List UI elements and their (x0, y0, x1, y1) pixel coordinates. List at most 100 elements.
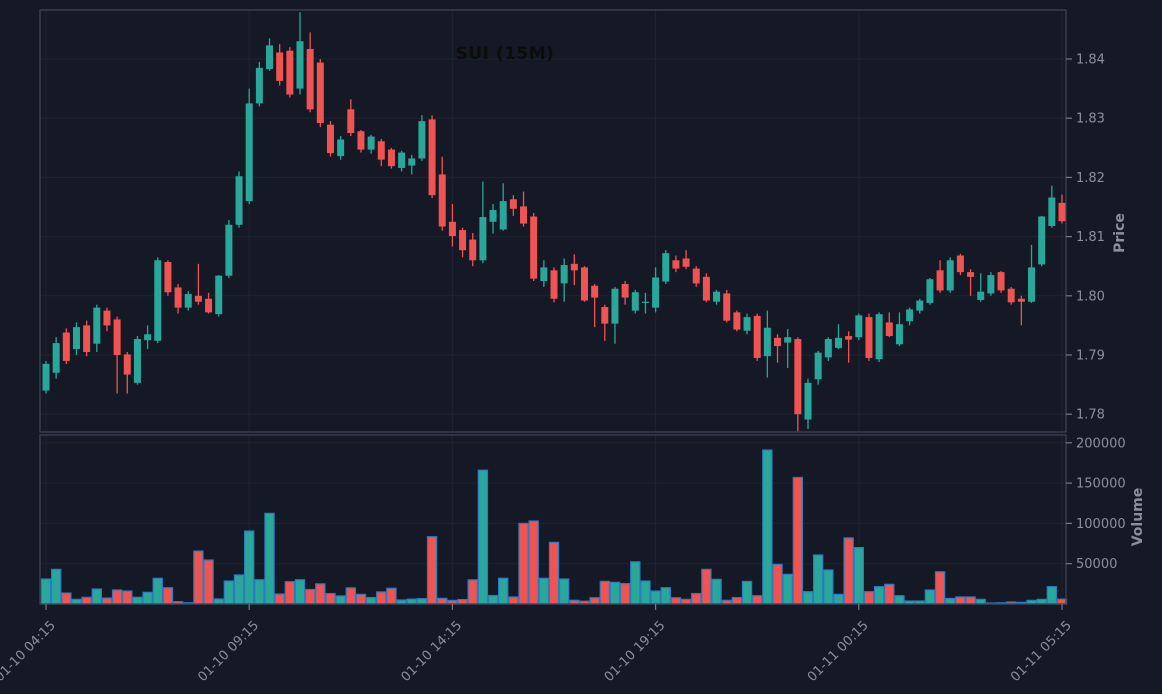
candle-body (682, 258, 690, 267)
candle-body (956, 255, 964, 273)
candle-body (855, 315, 863, 338)
candle-body (377, 141, 385, 160)
candle-body (459, 230, 467, 251)
volume-bar (111, 589, 123, 605)
volume-bar (162, 587, 174, 605)
volume-bar (254, 579, 265, 605)
volume-axis-label: Volume (1130, 487, 1146, 547)
price-tick-label: 1.84 (1076, 53, 1105, 68)
volume-bar (965, 596, 976, 605)
volume-bar (498, 577, 509, 605)
tick-marks (45, 58, 1072, 610)
panel-frames (39, 9, 1067, 605)
volume-bar (50, 568, 62, 605)
volume-bar (91, 588, 102, 605)
candle-body (418, 121, 426, 159)
volume-bar (386, 587, 397, 605)
volume-bar (782, 573, 793, 605)
volume-bar (81, 596, 92, 605)
volume-bar (833, 593, 844, 605)
volume-bars (40, 449, 1068, 605)
volume-bar (40, 578, 52, 605)
price-tick-label: 1.78 (1076, 408, 1105, 423)
candle-body (93, 307, 101, 344)
volume-bar (284, 581, 296, 605)
candle-body (570, 263, 578, 271)
candle-body (448, 221, 456, 237)
candle-body (205, 298, 213, 313)
volume-bar (335, 595, 346, 605)
volume-bar (711, 578, 722, 605)
candle-body (174, 287, 182, 308)
gridlines (40, 10, 1066, 604)
candle-body (398, 152, 406, 168)
time-tick-label: 01-10 14:15 (398, 618, 465, 685)
volume-bar (457, 598, 468, 605)
price-axis-label: Price (1112, 213, 1128, 253)
candle-body (286, 50, 294, 95)
candle-body (621, 283, 629, 298)
candle-body (154, 260, 162, 341)
volume-bar (884, 583, 895, 605)
candle-body (499, 201, 507, 230)
volume-bar (599, 580, 611, 605)
candle-body (845, 336, 853, 340)
candle-body (560, 265, 568, 284)
volume-bar (244, 530, 255, 605)
volume-bar (691, 592, 702, 605)
time-tick-label: 01-10 04:15 (0, 618, 59, 685)
volume-bar (315, 583, 326, 605)
volume-bar (203, 559, 214, 605)
volume-bar (772, 563, 783, 605)
volume-tick-label: 50000 (1076, 557, 1117, 572)
candle-body (194, 295, 202, 302)
candle-body (1007, 288, 1015, 303)
candle-body (804, 382, 812, 420)
volume-bar (894, 595, 905, 605)
candle-body (906, 309, 914, 322)
candle-body (977, 291, 985, 300)
candle-body (337, 139, 345, 157)
candle-body (1017, 298, 1025, 302)
volume-bar (518, 522, 529, 605)
candle-body (469, 239, 477, 261)
volume-bar (193, 550, 204, 605)
candle-body (895, 324, 903, 345)
time-tick-label: 01-10 19:15 (602, 618, 669, 685)
volume-bar (406, 598, 417, 605)
candle-body (916, 300, 924, 311)
volume-bar (975, 598, 986, 605)
volume-bar (558, 578, 570, 605)
candle-body (672, 260, 680, 269)
candle-body (428, 119, 436, 196)
volume-bar (680, 598, 692, 605)
price-tick-label: 1.80 (1076, 289, 1105, 304)
candle-body (408, 158, 416, 166)
volume-bar (1036, 598, 1047, 605)
candle-body (967, 272, 975, 277)
volume-bar (741, 580, 753, 605)
volume-bar (731, 596, 743, 605)
volume-bar (426, 536, 438, 605)
candle-body (235, 176, 243, 225)
candle-body (743, 317, 751, 331)
volume-bar (71, 598, 82, 605)
candle-body (926, 279, 934, 303)
candle-body (591, 285, 599, 298)
volume-bar (823, 569, 834, 605)
time-tick-label: 01-11 05:15 (1008, 618, 1075, 685)
candle-body (316, 62, 324, 123)
volume-bar (650, 590, 661, 605)
candle-body (1028, 267, 1036, 302)
volume-bar (355, 593, 367, 605)
candle-body (438, 174, 446, 227)
candle-body (347, 109, 355, 133)
candle-body (266, 45, 274, 70)
candle-body (123, 354, 131, 375)
candle-body (52, 343, 60, 373)
volume-bar (213, 598, 224, 605)
candle-body (652, 277, 660, 308)
volume-bar (701, 568, 712, 605)
